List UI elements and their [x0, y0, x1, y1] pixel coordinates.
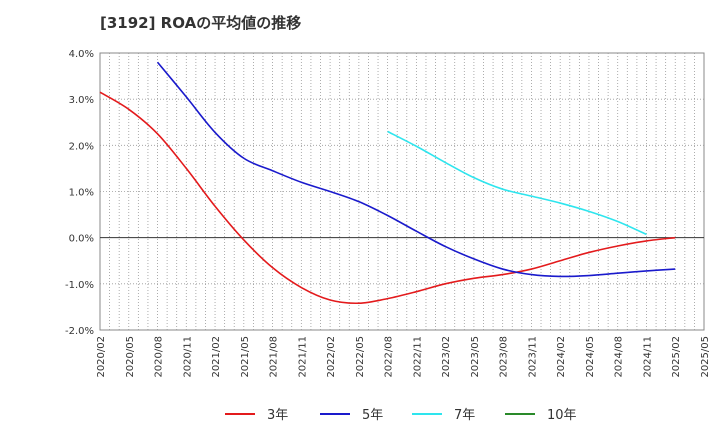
series-line-2 [156, 61, 676, 278]
x-tick-label: 2021/02 [211, 336, 222, 378]
x-tick-label: 2022/11 [412, 336, 423, 378]
x-tick-label: 2024/08 [614, 336, 625, 378]
x-tick-label: 2025/02 [671, 336, 682, 378]
x-tick-label: 2021/11 [297, 336, 308, 378]
x-tick-label: 2023/11 [527, 336, 538, 378]
series-line-3 [387, 130, 647, 236]
x-tick-label: 2020/11 [182, 336, 193, 378]
x-tick-label: 2023/02 [441, 336, 452, 378]
x-tick-label: 2021/05 [240, 336, 251, 378]
y-tick-label: -1.0% [65, 280, 94, 291]
y-tick-label: 4.0% [69, 49, 94, 60]
series-line-1 [99, 91, 676, 305]
x-tick-label: 2024/02 [556, 336, 567, 378]
legend-label: 3年 [267, 408, 288, 423]
x-tick-label: 2020/02 [96, 336, 107, 378]
y-tick-label: 0.0% [69, 234, 94, 245]
x-tick-label: 2022/08 [384, 336, 395, 378]
y-tick-label: -2.0% [65, 326, 94, 337]
chart-title: [3192] ROAの平均値の推移 [100, 14, 302, 32]
x-tick-label: 2023/05 [470, 336, 481, 378]
legend-label: 5年 [362, 408, 383, 423]
x-tick-label: 2020/05 [125, 336, 136, 378]
x-tick-label: 2023/08 [499, 336, 510, 378]
legend-label: 7年 [454, 408, 475, 423]
x-tick-label: 2020/08 [154, 336, 165, 378]
y-tick-label: 1.0% [69, 188, 94, 199]
y-tick-label: 3.0% [69, 95, 94, 106]
x-tick-label: 2024/11 [642, 336, 653, 378]
x-tick-label: 2022/02 [326, 336, 337, 378]
legend-label: 10年 [547, 408, 577, 423]
x-tick-label: 2022/05 [355, 336, 366, 378]
y-tick-label: 2.0% [69, 141, 94, 152]
x-tick-label: 2024/05 [585, 336, 596, 378]
x-tick-label: 2025/05 [700, 336, 711, 378]
x-tick-label: 2021/08 [269, 336, 280, 378]
